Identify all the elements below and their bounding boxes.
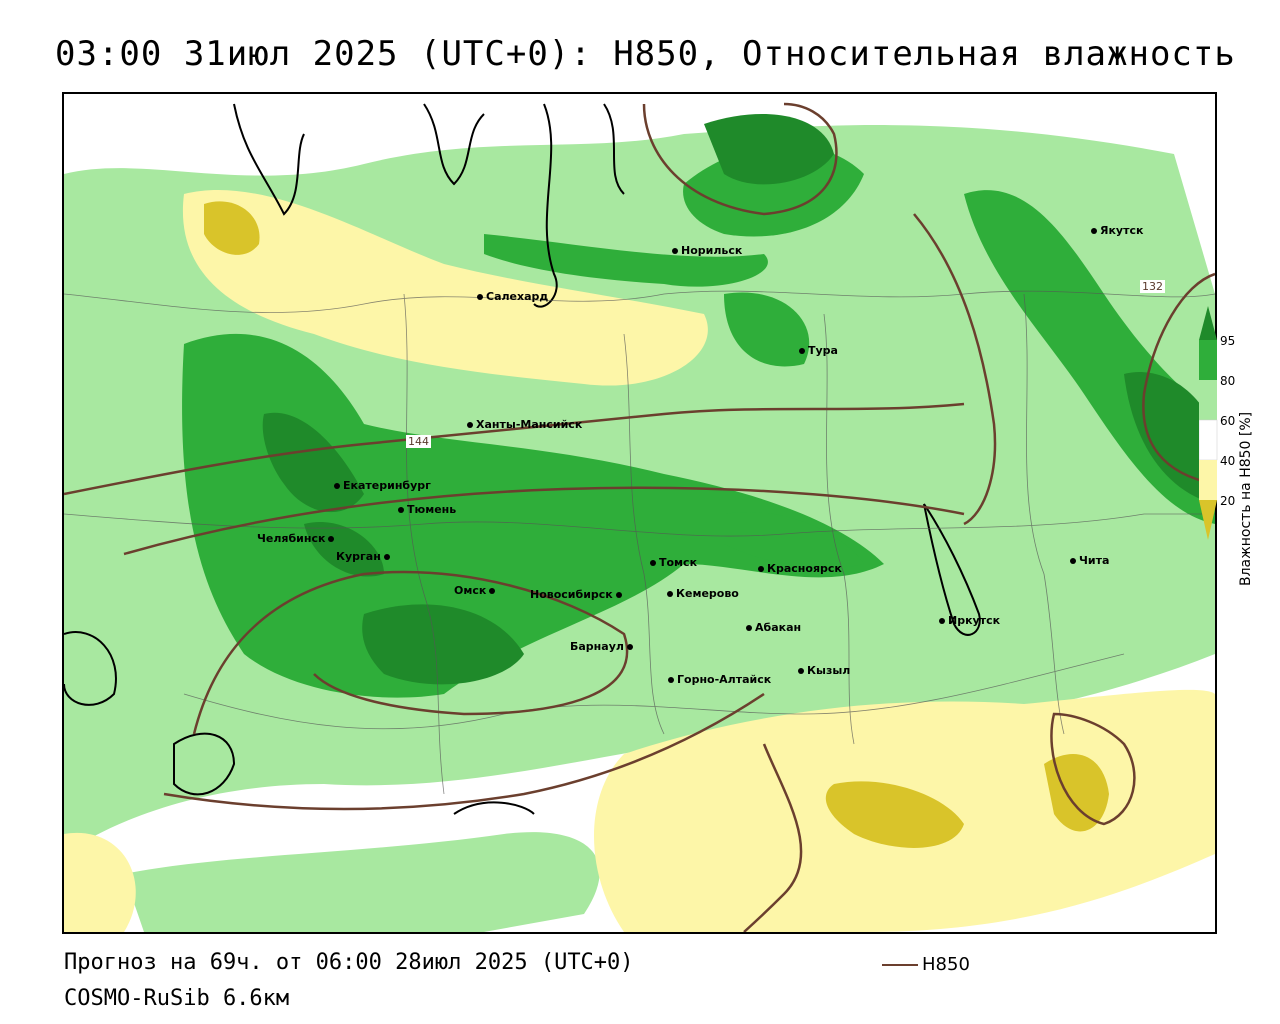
city-label: Омск	[454, 584, 498, 597]
city-dot-icon	[746, 625, 752, 631]
city-label: Красноярск	[758, 562, 842, 575]
city-name: Барнаул	[570, 640, 624, 653]
city-name: Омск	[454, 584, 487, 597]
h850-line-legend: H850	[882, 954, 970, 975]
city-dot-icon	[328, 536, 335, 542]
city-dot-icon	[334, 483, 340, 489]
city-name: Якутск	[1100, 224, 1144, 237]
colorbar-tick: 40	[1220, 454, 1236, 468]
city-name: Абакан	[755, 621, 802, 634]
city-label: Курган	[336, 550, 393, 563]
model-name: COSMO-RuSib 6.6км	[64, 986, 290, 1011]
humidity-above-95-areas	[262, 114, 1215, 685]
humidity-below-20-areas	[204, 201, 1109, 848]
city-label: Горно-Алтайск	[668, 673, 771, 686]
city-dot-icon	[668, 677, 674, 683]
city-label: Абакан	[746, 621, 801, 634]
city-dot-icon	[489, 588, 496, 594]
city-label: Новосибирск	[530, 588, 625, 601]
city-name: Тура	[808, 344, 838, 357]
city-name: Томск	[659, 556, 698, 569]
city-label: Ханты-Мансийск	[467, 418, 582, 431]
colorbar-segment	[1199, 380, 1217, 420]
city-dot-icon	[1070, 558, 1076, 564]
city-label: Тура	[799, 344, 838, 357]
city-label: Норильск	[672, 244, 742, 257]
city-label: Якутск	[1091, 224, 1143, 237]
city-dot-icon	[467, 422, 473, 428]
humidity-map	[64, 102, 1215, 932]
city-dot-icon	[672, 248, 678, 254]
coastlines	[64, 103, 981, 815]
city-dot-icon	[626, 644, 633, 650]
city-label: Тюмень	[398, 503, 456, 516]
city-label: Челябинск	[257, 532, 337, 545]
city-dot-icon	[398, 507, 404, 513]
city-dot-icon	[667, 591, 673, 597]
colorbar-tick: 80	[1220, 374, 1236, 388]
colorbar	[1199, 306, 1218, 540]
contour-label-144: 144	[406, 435, 431, 448]
colorbar-top-triangle	[1199, 306, 1217, 340]
colorbar-segment	[1199, 460, 1217, 500]
city-label: Салехард	[477, 290, 548, 303]
city-name: Новосибирск	[530, 588, 613, 601]
map-panel: 144 132 Салехард Норильск Якутск Тура Ха…	[62, 92, 1217, 934]
city-name: Горно-Алтайск	[677, 673, 772, 686]
city-label: Кемерово	[667, 587, 739, 600]
colorbar-bottom-triangle	[1199, 500, 1217, 540]
city-name: Кемерово	[676, 587, 739, 600]
city-name: Иркутск	[948, 614, 1001, 627]
city-name: Тюмень	[407, 503, 457, 516]
map-title: 03:00 31июл 2025 (UTC+0): H850, Относите…	[55, 34, 1236, 74]
forecast-info: Прогноз на 69ч. от 06:00 28июл 2025 (UTC…	[64, 950, 634, 975]
region-borders	[64, 290, 1215, 795]
city-name: Челябинск	[257, 532, 326, 545]
city-label: Барнаул	[570, 640, 636, 653]
city-name: Ханты-Мансийск	[476, 418, 583, 431]
city-label: Томск	[650, 556, 697, 569]
colorbar-tick: 95	[1220, 334, 1236, 348]
city-dot-icon	[615, 592, 622, 598]
city-label: Кызыл	[798, 664, 850, 677]
city-label: Иркутск	[939, 614, 1000, 627]
colorbar-segment	[1199, 340, 1217, 380]
city-dot-icon	[758, 566, 764, 572]
city-dot-icon	[477, 294, 483, 300]
city-name: Кызыл	[807, 664, 851, 677]
city-dot-icon	[799, 348, 805, 354]
city-name: Чита	[1079, 554, 1110, 567]
line-swatch-icon	[882, 964, 918, 966]
city-name: Красноярск	[767, 562, 842, 575]
line-legend-label: H850	[922, 954, 970, 975]
colorbar-segment	[1199, 419, 1218, 461]
colorbar-tick: 60	[1220, 414, 1236, 428]
city-name: Салехард	[486, 290, 549, 303]
city-dot-icon	[383, 554, 390, 560]
city-name: Норильск	[681, 244, 743, 257]
city-dot-icon	[798, 668, 804, 674]
contour-label-132: 132	[1140, 280, 1165, 293]
city-dot-icon	[1091, 228, 1097, 234]
h850-contours	[64, 102, 1215, 932]
city-name: Курган	[336, 550, 381, 563]
city-label: Екатеринбург	[334, 479, 431, 492]
city-dot-icon	[650, 560, 656, 566]
city-label: Чита	[1070, 554, 1109, 567]
city-name: Екатеринбург	[343, 479, 431, 492]
city-dot-icon	[939, 618, 945, 624]
colorbar-title: Влажность на H850 [%]	[1238, 411, 1254, 586]
colorbar-tick: 20	[1220, 494, 1236, 508]
